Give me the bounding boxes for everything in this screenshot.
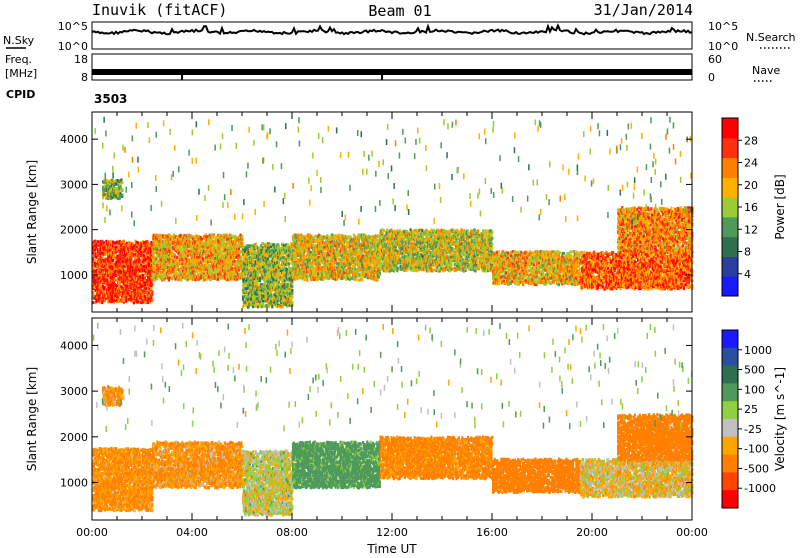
range-cell bbox=[243, 256, 245, 259]
nave-label: Nave bbox=[752, 64, 780, 77]
range-cell bbox=[110, 240, 112, 243]
range-cell bbox=[279, 264, 281, 267]
range-cell bbox=[205, 278, 207, 281]
range-cell bbox=[202, 257, 204, 260]
power-data bbox=[92, 117, 693, 309]
nsearch-tick-bottom: 10^0 bbox=[708, 40, 738, 53]
range-cell bbox=[144, 277, 146, 280]
range-cell bbox=[95, 240, 97, 243]
range-cell bbox=[134, 281, 136, 284]
freq-tick-bottom: 8 bbox=[81, 71, 88, 84]
range-cell bbox=[288, 267, 290, 270]
range-cell bbox=[151, 299, 153, 302]
nsearch-tick-top: 10^5 bbox=[708, 20, 738, 33]
range-cell bbox=[97, 240, 99, 243]
range-cell bbox=[133, 301, 135, 304]
nsearch-label: N.Search bbox=[746, 31, 796, 44]
range-cell bbox=[282, 268, 284, 271]
range-cell bbox=[123, 240, 125, 243]
nave-tick-top: 60 bbox=[708, 53, 722, 66]
range-cell bbox=[195, 278, 197, 281]
nsky-tick-bottom: 10^0 bbox=[58, 40, 88, 53]
range-cell bbox=[279, 273, 281, 276]
nave-tick-bottom: 0 bbox=[708, 71, 715, 84]
range-cell bbox=[288, 262, 290, 265]
range-cell bbox=[278, 260, 280, 263]
range-cell bbox=[130, 257, 132, 260]
freq-label: Freq. bbox=[5, 53, 32, 66]
range-cell bbox=[291, 292, 293, 295]
nsky-tick-top: 10^5 bbox=[58, 20, 88, 33]
range-cell bbox=[306, 279, 308, 282]
range-cell bbox=[271, 305, 273, 308]
range-cell bbox=[291, 289, 293, 292]
cpid-value: 3503 bbox=[94, 92, 127, 106]
range-cell bbox=[151, 283, 153, 286]
date-title: 31/Jan/2014 bbox=[594, 1, 693, 19]
range-cell bbox=[189, 240, 191, 243]
range-cell bbox=[150, 287, 152, 290]
nsky-label: N.Sky bbox=[3, 34, 35, 47]
beam-title: Beam 01 bbox=[368, 2, 431, 20]
cpid-label: CPID bbox=[6, 88, 35, 101]
range-cell bbox=[283, 271, 285, 274]
range-cell bbox=[240, 256, 242, 259]
nsky-trace bbox=[92, 26, 692, 35]
range-cell bbox=[213, 233, 215, 236]
freq-unit: [MHz] bbox=[5, 67, 37, 80]
freq-tick-top: 18 bbox=[74, 53, 88, 66]
nsky-panel: N.Sky 10^5 10^0 10^5 10^0 N.Search bbox=[3, 20, 796, 53]
nave-trace bbox=[92, 69, 692, 80]
range-cell bbox=[327, 256, 329, 259]
freq-panel: Freq. [MHz] 18 8 60 0 Nave bbox=[5, 53, 780, 84]
range-cell bbox=[241, 238, 243, 241]
range-cell bbox=[94, 259, 96, 262]
range-cell bbox=[241, 235, 243, 238]
station-title: Inuvik (fitACF) bbox=[92, 1, 227, 19]
range-cell bbox=[201, 238, 203, 241]
range-cell bbox=[169, 276, 171, 279]
range-cell bbox=[291, 301, 293, 304]
range-cell bbox=[291, 285, 293, 288]
range-cell bbox=[310, 235, 312, 238]
range-cell bbox=[151, 290, 153, 293]
range-cell bbox=[201, 264, 203, 267]
range-cell bbox=[287, 243, 289, 246]
range-cell bbox=[126, 285, 128, 288]
